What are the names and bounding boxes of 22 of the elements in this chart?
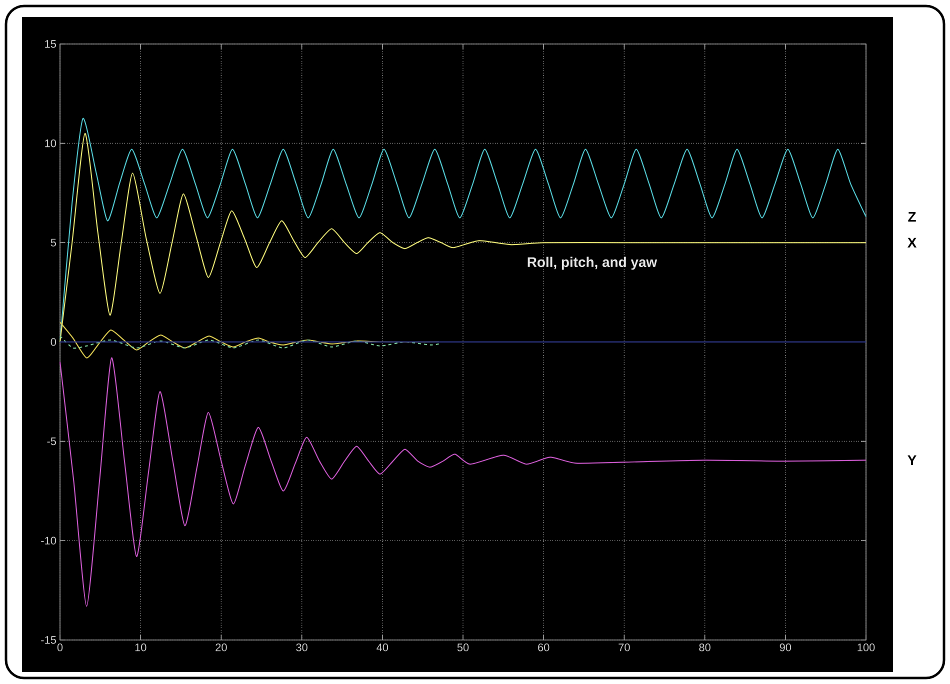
y-tick-label: 5: [50, 238, 56, 246]
x-tick-label: 30: [296, 644, 308, 652]
y-tick-label: -5: [47, 438, 56, 446]
text: Y: [908, 455, 916, 465]
x-tick-label: 80: [699, 644, 710, 652]
y-tick-label: 10: [45, 139, 56, 148]
y-tick-label: -10: [41, 536, 56, 545]
x-tick-label: 90: [780, 644, 792, 652]
x-tick-label: 10: [135, 644, 146, 652]
y-tick-label: 0: [50, 338, 56, 346]
y-tick-label: 15: [45, 40, 56, 48]
y-tick-label: -15: [41, 636, 56, 644]
x-tick-label: 0: [57, 644, 63, 652]
x-tick-label: 70: [618, 644, 630, 652]
x-tick-label: 40: [376, 644, 388, 652]
x-tick-label: 60: [538, 644, 550, 652]
annotation: Roll, pitch, and yaw: [528, 256, 658, 270]
x-tick-label: 20: [216, 644, 227, 652]
x-tick-label: 50: [457, 644, 469, 652]
text: Z: [908, 212, 916, 222]
x-tick-label: 100: [858, 644, 875, 652]
text: X: [907, 238, 917, 248]
